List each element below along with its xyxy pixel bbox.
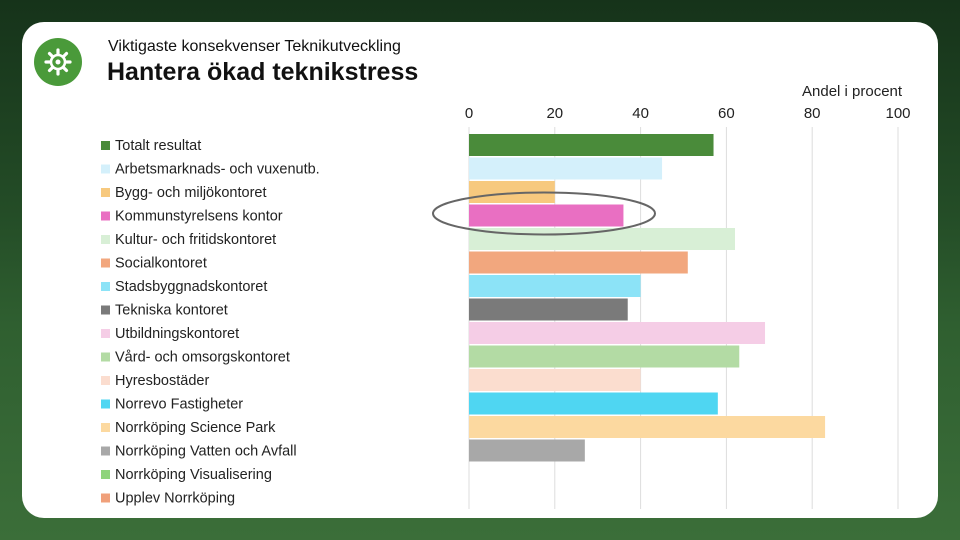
x-tick-label: 20	[546, 105, 563, 122]
legend-swatch	[101, 352, 110, 362]
legend-swatch	[101, 399, 110, 409]
slide-title: Hantera ökad teknikstress	[107, 58, 419, 86]
bar	[469, 369, 641, 391]
legend-label: Norrköping Science Park	[115, 420, 276, 436]
legend-label: Arbetsmarknads- och vuxenutb.	[115, 162, 320, 178]
legend-label: Kultur- och fritidskontoret	[115, 232, 276, 248]
slide-subtitle: Viktigaste konsekvenser Teknikutveckling	[108, 38, 401, 55]
bar	[469, 275, 641, 297]
legend-label: Stadsbyggnadskontoret	[115, 279, 267, 295]
legend-swatch	[101, 258, 110, 268]
legend-label: Tekniska kontoret	[115, 303, 228, 319]
legend-label: Hyresbostäder	[115, 373, 209, 389]
x-tick-label: 60	[718, 105, 735, 122]
legend-swatch	[101, 282, 110, 291]
legend-swatch	[101, 164, 110, 174]
axis-title: Andel i procent	[802, 83, 903, 100]
x-tick-label: 40	[632, 105, 649, 122]
gear-icon	[44, 48, 72, 76]
bar	[469, 251, 688, 274]
legend-label: Bygg- och miljökontoret	[115, 185, 267, 201]
bar	[469, 416, 826, 438]
legend-label: Norrköping Vatten och Avfall	[115, 444, 297, 460]
legend-label: Upplev Norrköping	[115, 491, 235, 507]
x-tick-label: 0	[465, 105, 473, 122]
legend-label: Vård- och omsorgskontoret	[115, 350, 290, 366]
bar	[469, 298, 628, 321]
legend-label: Kommunstyrelsens kontor	[115, 209, 283, 225]
bar	[469, 322, 766, 344]
highlight-ellipse	[432, 191, 656, 236]
legend-swatch	[101, 188, 110, 197]
legend-swatch	[101, 423, 110, 432]
bar	[469, 181, 555, 203]
gear-badge	[34, 38, 82, 86]
legend-swatch	[101, 141, 110, 150]
legend-swatch	[101, 329, 110, 338]
x-tick-label: 80	[804, 105, 821, 122]
bar	[469, 134, 714, 156]
legend-swatch	[101, 493, 110, 503]
legend-swatch	[101, 305, 110, 315]
legend-swatch	[101, 235, 110, 244]
bar	[469, 204, 624, 227]
bar	[469, 157, 663, 180]
legend-label: Utbildningskontoret	[115, 326, 239, 342]
legend-swatch	[101, 470, 110, 479]
legend-swatch	[101, 211, 110, 221]
legend-swatch	[101, 446, 110, 456]
legend-swatch	[101, 376, 110, 385]
legend-label: Totalt resultat	[115, 138, 201, 154]
x-tick-label: 100	[885, 105, 910, 122]
legend-label: Socialkontoret	[115, 256, 207, 272]
bar	[469, 345, 740, 368]
legend-label: Norrköping Visualisering	[115, 467, 272, 483]
legend-label: Norrevo Fastigheter	[115, 397, 243, 413]
bar	[469, 392, 718, 415]
bar	[469, 439, 585, 462]
